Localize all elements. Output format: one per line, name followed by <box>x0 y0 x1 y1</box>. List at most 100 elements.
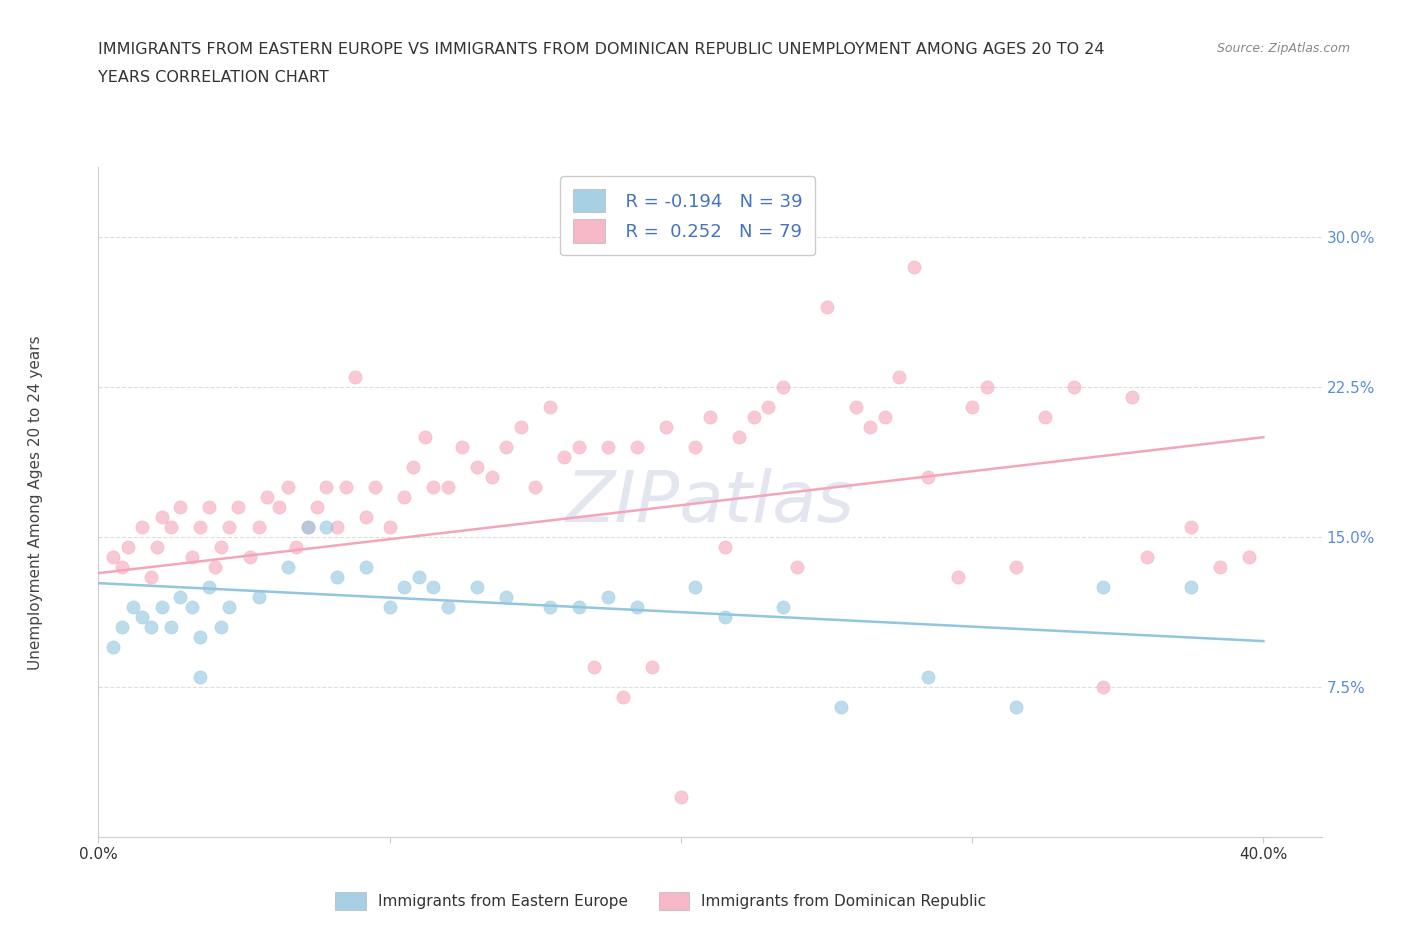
Point <box>917 670 939 684</box>
Point <box>180 600 202 615</box>
Point <box>169 590 191 604</box>
Point <box>568 440 591 455</box>
Point <box>685 440 707 455</box>
Point <box>1033 410 1056 425</box>
Point <box>180 550 202 565</box>
Point <box>378 600 401 615</box>
Point <box>976 379 998 394</box>
Point <box>495 440 517 455</box>
Point <box>356 560 378 575</box>
Point <box>188 630 212 644</box>
Point <box>859 419 882 434</box>
Point <box>903 259 925 274</box>
Point <box>131 520 153 535</box>
Point <box>1237 550 1260 565</box>
Point <box>509 419 531 434</box>
Point <box>305 499 328 514</box>
Text: ZIPatlas: ZIPatlas <box>565 468 855 537</box>
Text: Source: ZipAtlas.com: Source: ZipAtlas.com <box>1216 42 1350 55</box>
Point <box>239 550 262 565</box>
Point <box>553 450 575 465</box>
Text: Unemployment Among Ages 20 to 24 years: Unemployment Among Ages 20 to 24 years <box>28 335 42 670</box>
Point <box>326 520 349 535</box>
Point <box>152 510 174 525</box>
Text: IMMIGRANTS FROM EASTERN EUROPE VS IMMIGRANTS FROM DOMINICAN REPUBLIC UNEMPLOYMEN: IMMIGRANTS FROM EASTERN EUROPE VS IMMIGR… <box>98 42 1105 57</box>
Point <box>481 470 503 485</box>
Point <box>582 659 605 674</box>
Point <box>815 299 838 314</box>
Point <box>256 490 278 505</box>
Point <box>772 600 794 615</box>
Point <box>188 670 212 684</box>
Point <box>626 440 648 455</box>
Point <box>160 520 183 535</box>
Point <box>465 459 488 474</box>
Point <box>626 600 648 615</box>
Point <box>596 590 619 604</box>
Point <box>756 400 779 415</box>
Point <box>669 790 692 804</box>
Point <box>742 410 765 425</box>
Point <box>392 579 416 594</box>
Legend:   R = -0.194   N = 39,   R =  0.252   N = 79: R = -0.194 N = 39, R = 0.252 N = 79 <box>560 177 815 256</box>
Point <box>422 579 444 594</box>
Point <box>188 520 212 535</box>
Point <box>111 619 134 634</box>
Point <box>297 520 319 535</box>
Point <box>1004 699 1026 714</box>
Point <box>1121 390 1143 405</box>
Point <box>1136 550 1159 565</box>
Point <box>335 480 357 495</box>
Point <box>422 480 444 495</box>
Point <box>538 400 561 415</box>
Point <box>315 480 337 495</box>
Point <box>655 419 678 434</box>
Point <box>267 499 290 514</box>
Point <box>465 579 488 594</box>
Point <box>917 470 939 485</box>
Point <box>131 610 153 625</box>
Point <box>699 410 721 425</box>
Point <box>209 619 232 634</box>
Point <box>402 459 425 474</box>
Point <box>198 579 221 594</box>
Point <box>524 480 547 495</box>
Point <box>247 590 270 604</box>
Point <box>786 560 808 575</box>
Point <box>145 539 167 554</box>
Point <box>413 430 436 445</box>
Point <box>226 499 249 514</box>
Point <box>538 600 561 615</box>
Point <box>117 539 139 554</box>
Point <box>343 370 366 385</box>
Point <box>596 440 619 455</box>
Point <box>641 659 664 674</box>
Point <box>728 430 751 445</box>
Point <box>946 570 969 585</box>
Point <box>408 570 430 585</box>
Point <box>218 600 240 615</box>
Point <box>209 539 232 554</box>
Point <box>713 610 735 625</box>
Legend: Immigrants from Eastern Europe, Immigrants from Dominican Republic: Immigrants from Eastern Europe, Immigran… <box>328 884 994 918</box>
Point <box>1092 579 1115 594</box>
Point <box>378 520 401 535</box>
Point <box>1092 680 1115 695</box>
Point <box>612 690 634 705</box>
Point <box>277 560 299 575</box>
Point <box>1180 579 1202 594</box>
Point <box>204 560 226 575</box>
Point <box>1180 520 1202 535</box>
Point <box>218 520 240 535</box>
Point <box>297 520 319 535</box>
Point <box>122 600 145 615</box>
Point <box>437 480 460 495</box>
Point <box>101 640 124 655</box>
Point <box>845 400 868 415</box>
Point <box>713 539 735 554</box>
Point <box>1004 560 1026 575</box>
Point <box>277 480 299 495</box>
Point <box>160 619 183 634</box>
Point <box>437 600 460 615</box>
Point <box>152 600 174 615</box>
